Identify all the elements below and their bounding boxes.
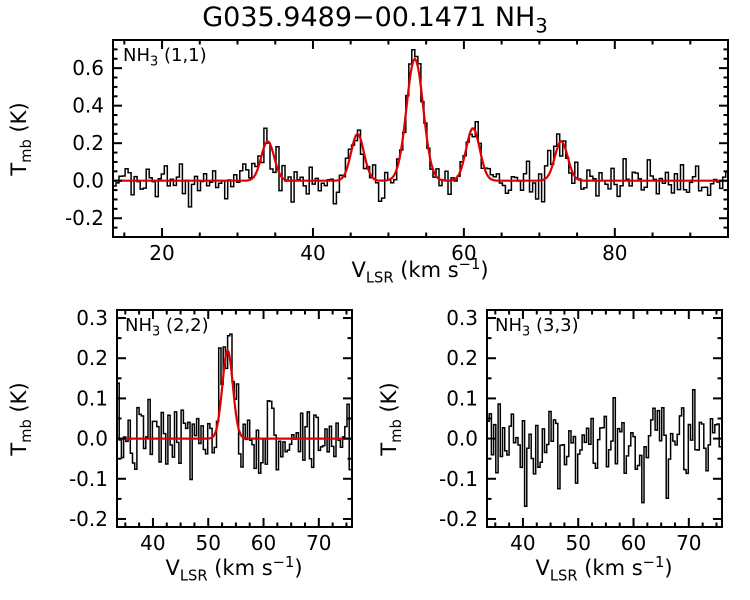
y-tick-label: 0.0 [446, 427, 478, 451]
y-tick-label: 0.1 [446, 386, 478, 410]
y-tick-label: 0.4 [72, 94, 104, 118]
panel-nh3-33: 40 50 60 70 -0.2 -0.1 0.0 0.1 0.2 0.3 NH3 (3,3) [400, 298, 740, 554]
axes-box [112, 39, 729, 238]
y-tick-label: 0.6 [72, 56, 104, 80]
panel-nh3-11: 20 40 60 80 -0.2 0.0 0.2 0.4 0.6 NH3 (1,1) [30, 30, 745, 280]
y-tick-label: -0.2 [65, 206, 104, 230]
y-tick-label: 0.2 [72, 131, 104, 155]
y-tick-label: 0.2 [76, 346, 108, 370]
y-tick-label: 0.0 [72, 169, 104, 193]
panel-label-nh3-33: NH3 (3,3) [495, 315, 579, 340]
y-tick-label: -0.2 [69, 507, 108, 531]
panel-label-nh3-22: NH3 (2,2) [125, 315, 209, 340]
y-tick-label: 0.1 [76, 386, 108, 410]
x-axis-label-nh3-22: VLSR (km s−1) [165, 554, 303, 585]
x-tick-label: 50 [195, 531, 220, 554]
spectrum-histogram [487, 388, 722, 508]
y-tick-label: 0.3 [76, 306, 108, 330]
x-tick-label: 50 [565, 531, 590, 554]
y-tick-label: 0.0 [76, 427, 108, 451]
gaussian-fit-curve [113, 56, 728, 182]
y-tick-label: -0.1 [439, 467, 478, 491]
y-tick-label: -0.1 [69, 467, 108, 491]
x-tick-label: 60 [251, 531, 276, 554]
x-tick-label: 60 [621, 531, 646, 554]
x-tick-label: 40 [300, 241, 325, 265]
x-tick-label: 70 [306, 531, 331, 554]
y-axis-label-nh3-33: Tmb (K) [377, 382, 406, 456]
x-tick-label: 40 [510, 531, 535, 554]
spectrum-plot-nh3-11: 20 40 60 80 -0.2 0.0 0.2 0.4 0.6 [65, 39, 729, 265]
spectrum-plot-nh3-22: 40 50 60 70 -0.2 -0.1 0.0 0.1 0.2 0.3 [69, 306, 353, 554]
spectrum-histogram [113, 49, 728, 208]
x-tick-label: 20 [149, 241, 174, 265]
x-tick-label: 80 [602, 241, 627, 265]
y-axis-label-nh3-11: Tmb (K) [7, 102, 36, 176]
figure-title: G035.9489−00.1471 NH3 [0, 2, 750, 37]
x-axis-label-nh3-11: VLSR (km s−1) [351, 256, 489, 287]
y-tick-label: 0.2 [446, 346, 478, 370]
x-axis-label-nh3-33: VLSR (km s−1) [535, 554, 673, 585]
spectrum-plot-nh3-33: 40 50 60 70 -0.2 -0.1 0.0 0.1 0.2 0.3 [439, 306, 723, 554]
figure-title-text: G035.9489−00.1471 NH [202, 2, 536, 33]
panel-label-nh3-11: NH3 (1,1) [123, 45, 207, 70]
y-tick-label: 0.3 [446, 306, 478, 330]
x-tick-label: 60 [451, 241, 476, 265]
x-tick-label: 40 [140, 531, 165, 554]
panel-nh3-22: 40 50 60 70 -0.2 -0.1 0.0 0.1 0.2 0.3 NH3 (2,2) [30, 298, 370, 554]
x-tick-label: 70 [676, 531, 701, 554]
gaussian-fit-curve [117, 348, 352, 440]
y-tick-label: -0.2 [439, 507, 478, 531]
figure-title-subscript: 3 [535, 14, 548, 38]
axes-box [116, 309, 353, 528]
y-axis-label-nh3-22: Tmb (K) [7, 382, 36, 456]
